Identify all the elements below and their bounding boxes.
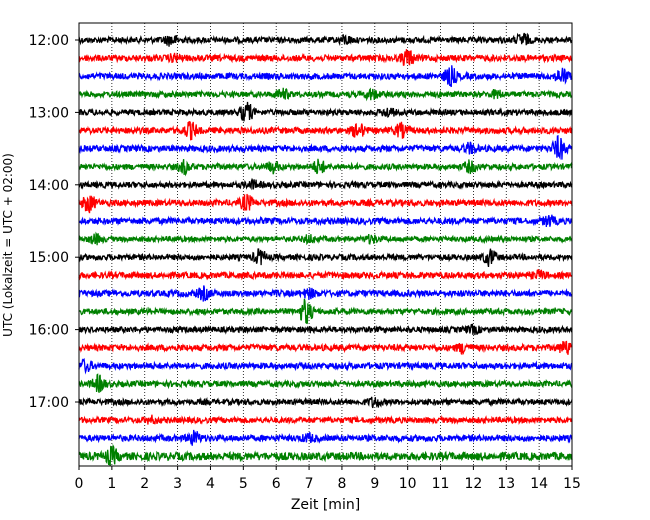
y-tick-label: 17:00 bbox=[29, 395, 69, 411]
trace-line bbox=[78, 373, 573, 393]
trace-line bbox=[78, 49, 573, 66]
trace-line bbox=[78, 193, 573, 214]
x-tick-label: 11 bbox=[432, 476, 450, 492]
x-tick-label: 5 bbox=[239, 476, 248, 492]
trace-line bbox=[78, 323, 573, 336]
y-tick-label: 14:00 bbox=[29, 178, 69, 194]
x-tick-label: 8 bbox=[337, 476, 346, 492]
x-tick-label: 13 bbox=[497, 476, 515, 492]
trace-line bbox=[78, 298, 573, 325]
trace-line bbox=[78, 443, 573, 467]
y-tick-label: 12:00 bbox=[29, 33, 69, 49]
x-tick-label: 12 bbox=[464, 476, 482, 492]
y-tick-label: 15:00 bbox=[29, 250, 69, 266]
trace-line bbox=[78, 87, 573, 102]
x-tick-label: 14 bbox=[530, 476, 548, 492]
trace-line bbox=[78, 177, 573, 191]
x-tick-label: 15 bbox=[563, 476, 581, 492]
y-axis-ticks: 12:00 13:00 14:00 15:00 16:00 17:00 bbox=[29, 33, 79, 411]
y-axis-title: UTC (Lokalzeit = UTC + 02:00) bbox=[1, 153, 15, 337]
trace-line bbox=[78, 358, 573, 375]
x-axis-ticks: 0 1 2 3 4 5 6 7 8 9 10 11 12 13 14 15 bbox=[75, 466, 581, 492]
x-tick-label: 1 bbox=[107, 476, 116, 492]
trace-line bbox=[78, 214, 573, 227]
y-tick-label: 16:00 bbox=[29, 323, 69, 339]
plot-frame bbox=[78, 22, 573, 467]
x-tick-label: 7 bbox=[305, 476, 314, 492]
trace-line bbox=[78, 65, 573, 88]
trace-line bbox=[78, 101, 573, 122]
trace-line bbox=[78, 414, 573, 426]
x-tick-label: 0 bbox=[75, 476, 84, 492]
trace-line bbox=[78, 429, 573, 446]
x-tick-label: 2 bbox=[140, 476, 149, 492]
x-tick-label: 6 bbox=[272, 476, 281, 492]
trace-line bbox=[78, 285, 573, 302]
trace-line bbox=[78, 158, 573, 177]
grid-lines bbox=[111, 23, 540, 466]
x-tick-label: 3 bbox=[173, 476, 182, 492]
trace-line bbox=[78, 269, 573, 281]
trace-group bbox=[78, 32, 573, 467]
trace-line bbox=[78, 248, 573, 268]
trace-line bbox=[78, 340, 573, 356]
trace-line bbox=[78, 231, 573, 246]
x-tick-label: 4 bbox=[206, 476, 215, 492]
x-axis-title: Zeit [min] bbox=[291, 497, 360, 513]
y-tick-label: 13:00 bbox=[29, 105, 69, 121]
x-tick-label: 9 bbox=[370, 476, 379, 492]
x-tick-label: 10 bbox=[399, 476, 417, 492]
trace-line bbox=[78, 134, 573, 161]
trace-line bbox=[78, 396, 573, 409]
trace-line bbox=[78, 32, 573, 47]
trace-line bbox=[78, 121, 573, 141]
